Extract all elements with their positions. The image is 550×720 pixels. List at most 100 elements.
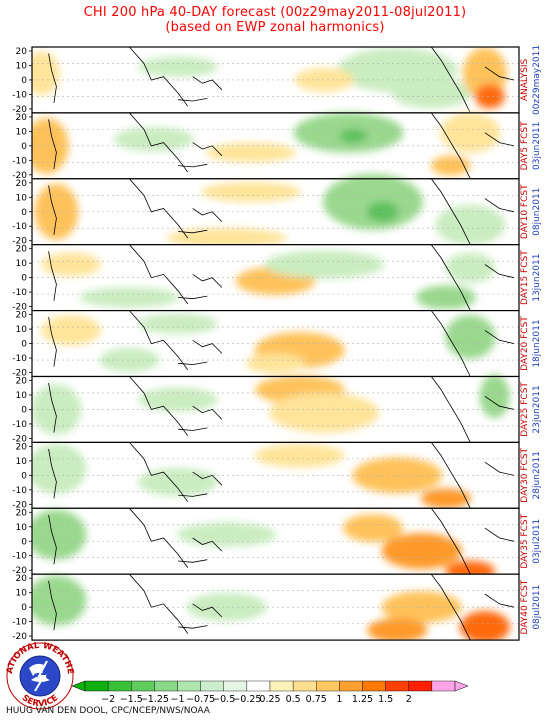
colorbar-swatch — [269, 680, 294, 692]
colorbar-tick-label: −2 — [101, 694, 115, 705]
map-title-line1: CHI 200 hPa 40-DAY forecast (00z29may201… — [83, 5, 467, 20]
lat-tick-label: 0 — [21, 471, 27, 481]
forecast-panel: 20 10 0 -10 -20 DAY5 FCST 03jun2011 — [12, 112, 542, 181]
lat-tick-label: 0 — [21, 76, 27, 86]
panel-date: 18jun2011 — [532, 319, 542, 367]
colorbar-swatch — [431, 680, 456, 692]
colorbar-tick-label: −0.25 — [232, 694, 261, 705]
lat-tick-label: -10 — [12, 222, 27, 232]
lat-tick-label: -10 — [12, 618, 27, 628]
lat-tick-label: -20 — [12, 105, 27, 115]
colorbar-tick-label: −1.25 — [140, 694, 169, 705]
lat-tick-label: 0 — [21, 405, 27, 415]
colorbar-tick-label: −1 — [170, 694, 184, 705]
colorbar-swatch — [84, 680, 109, 692]
lat-tick-label: -10 — [12, 420, 27, 430]
panel-date: 08jun2011 — [532, 188, 542, 236]
lat-tick-label: 10 — [16, 523, 28, 533]
colorbar-tick-label: 1.25 — [352, 694, 373, 705]
panel-label: DAY40 FCST — [520, 579, 530, 634]
colorbar-swatch — [154, 680, 178, 692]
panel-date: 28jun2011 — [532, 451, 542, 499]
colorbar-swatch — [316, 680, 340, 692]
colorbar-swatch — [223, 680, 248, 692]
lat-tick-label: -20 — [12, 369, 27, 379]
lat-tick-label: -20 — [12, 171, 27, 181]
lat-tick-label: 10 — [16, 325, 28, 335]
lat-tick-label: 0 — [21, 537, 27, 547]
lat-tick-label: -10 — [12, 90, 27, 100]
colorbar-swatch — [200, 680, 224, 692]
lat-tick-label: -10 — [12, 156, 27, 166]
lat-tick-label: 20 — [16, 377, 28, 387]
colorbar-swatch — [177, 680, 201, 692]
colorbar-swatch — [408, 680, 433, 692]
lat-tick-label: 10 — [16, 391, 28, 401]
lat-tick-label: 0 — [21, 603, 27, 613]
colorbar-tick-label: 0.25 — [259, 694, 280, 705]
colorbar-swatch — [339, 680, 363, 692]
lat-tick-label: -10 — [12, 354, 27, 364]
map-title-line2: (based on EWP zonal harmonics) — [165, 20, 385, 35]
lat-tick-label: 20 — [16, 311, 28, 321]
panel-date: 00z29may2011 — [532, 45, 542, 115]
lat-tick-label: 20 — [16, 574, 28, 584]
forecast-panel: 20 10 0 -10 -20 DAY30 FCST 28jun2011 — [12, 441, 542, 510]
colorbar-tick-label: −0.75 — [186, 694, 215, 705]
forecast-panel: 20 10 0 -10 -20 DAY20 FCST 18jun2011 — [12, 310, 542, 379]
colorbar-arrow-right — [454, 680, 469, 692]
svg-text:SERVICE: SERVICE — [20, 693, 61, 709]
lat-tick-label: 10 — [16, 457, 28, 467]
lat-tick-label: 20 — [16, 179, 28, 189]
colorbar-tick-label: 1 — [336, 694, 342, 705]
panels-layer: 20 10 0 -10 -20 ANALYSIS 00z29may2011 20 10 0 -10 -… — [12, 45, 542, 642]
colorbar-tick-label: 2 — [406, 694, 412, 705]
lat-tick-label: 20 — [16, 47, 28, 57]
lat-tick-label: 10 — [16, 589, 28, 599]
forecast-panel: 20 10 0 -10 -20 DAY15 FCST 13jun2011 — [12, 244, 542, 313]
colorbar-tick-label: −0.5 — [212, 694, 235, 705]
forecast-panel: 20 10 0 -10 -20 ANALYSIS 00z29may2011 — [12, 45, 542, 115]
forecast-panel: 20 10 0 -10 -20 DAY35 FCST 03jul2011 — [12, 507, 542, 581]
colorbar-tick-label: 0.5 — [286, 694, 301, 705]
lat-tick-label: 0 — [21, 142, 27, 152]
panel-label: DAY15 FCST — [520, 250, 530, 305]
lat-tick-label: 0 — [21, 274, 27, 284]
lat-tick-label: -20 — [12, 237, 27, 247]
lat-tick-label: -10 — [12, 552, 27, 562]
lat-tick-label: 10 — [16, 127, 28, 137]
colorbar-tick-label: 1.5 — [378, 694, 393, 705]
panel-label: DAY35 FCST — [520, 513, 530, 568]
lat-tick-label: -20 — [12, 303, 27, 313]
colorbar-swatch — [292, 680, 317, 692]
lat-tick-label: -20 — [12, 434, 27, 444]
colorbar-swatch — [131, 680, 155, 692]
lat-tick-label: 20 — [16, 508, 28, 518]
logo-bottom-text: SERVICE — [20, 693, 61, 709]
lat-tick-label: -10 — [12, 486, 27, 496]
colorbar-tick-label: −1.5 — [120, 694, 143, 705]
colorbar-swatch — [362, 680, 386, 692]
lat-tick-label: 10 — [16, 259, 28, 269]
lat-tick-label: 20 — [16, 245, 28, 255]
lat-tick-label: 20 — [16, 113, 28, 123]
panel-date: 08jul2011 — [532, 585, 542, 630]
lat-tick-label: -20 — [12, 566, 27, 576]
panel-label: DAY20 FCST — [520, 316, 530, 371]
lat-tick-label: 0 — [21, 340, 27, 350]
lat-tick-label: 20 — [16, 442, 28, 452]
credit-footer: HUUG VAN DEN DOOL, CPC/NCEP/NWS/NOAA — [6, 706, 210, 716]
lat-tick-label: -20 — [12, 632, 27, 642]
colorbar-swatch — [107, 680, 132, 692]
panel-label: ANALYSIS — [520, 58, 530, 101]
lat-tick-label: 0 — [21, 208, 27, 218]
panel-date: 13jun2011 — [532, 254, 542, 302]
forecast-panel: 20 10 0 -10 -20 DAY10 FCST 08jun2011 — [12, 173, 542, 249]
panel-label: DAY30 FCST — [520, 447, 530, 502]
panel-date: 23jun2011 — [532, 385, 542, 433]
panel-label: DAY25 FCST — [520, 382, 530, 437]
forecast-panel: 20 10 0 -10 -20 DAY25 FCST 23jun2011 — [12, 374, 542, 444]
panel-label: DAY10 FCST — [520, 184, 530, 239]
panel-date: 03jun2011 — [532, 122, 542, 170]
